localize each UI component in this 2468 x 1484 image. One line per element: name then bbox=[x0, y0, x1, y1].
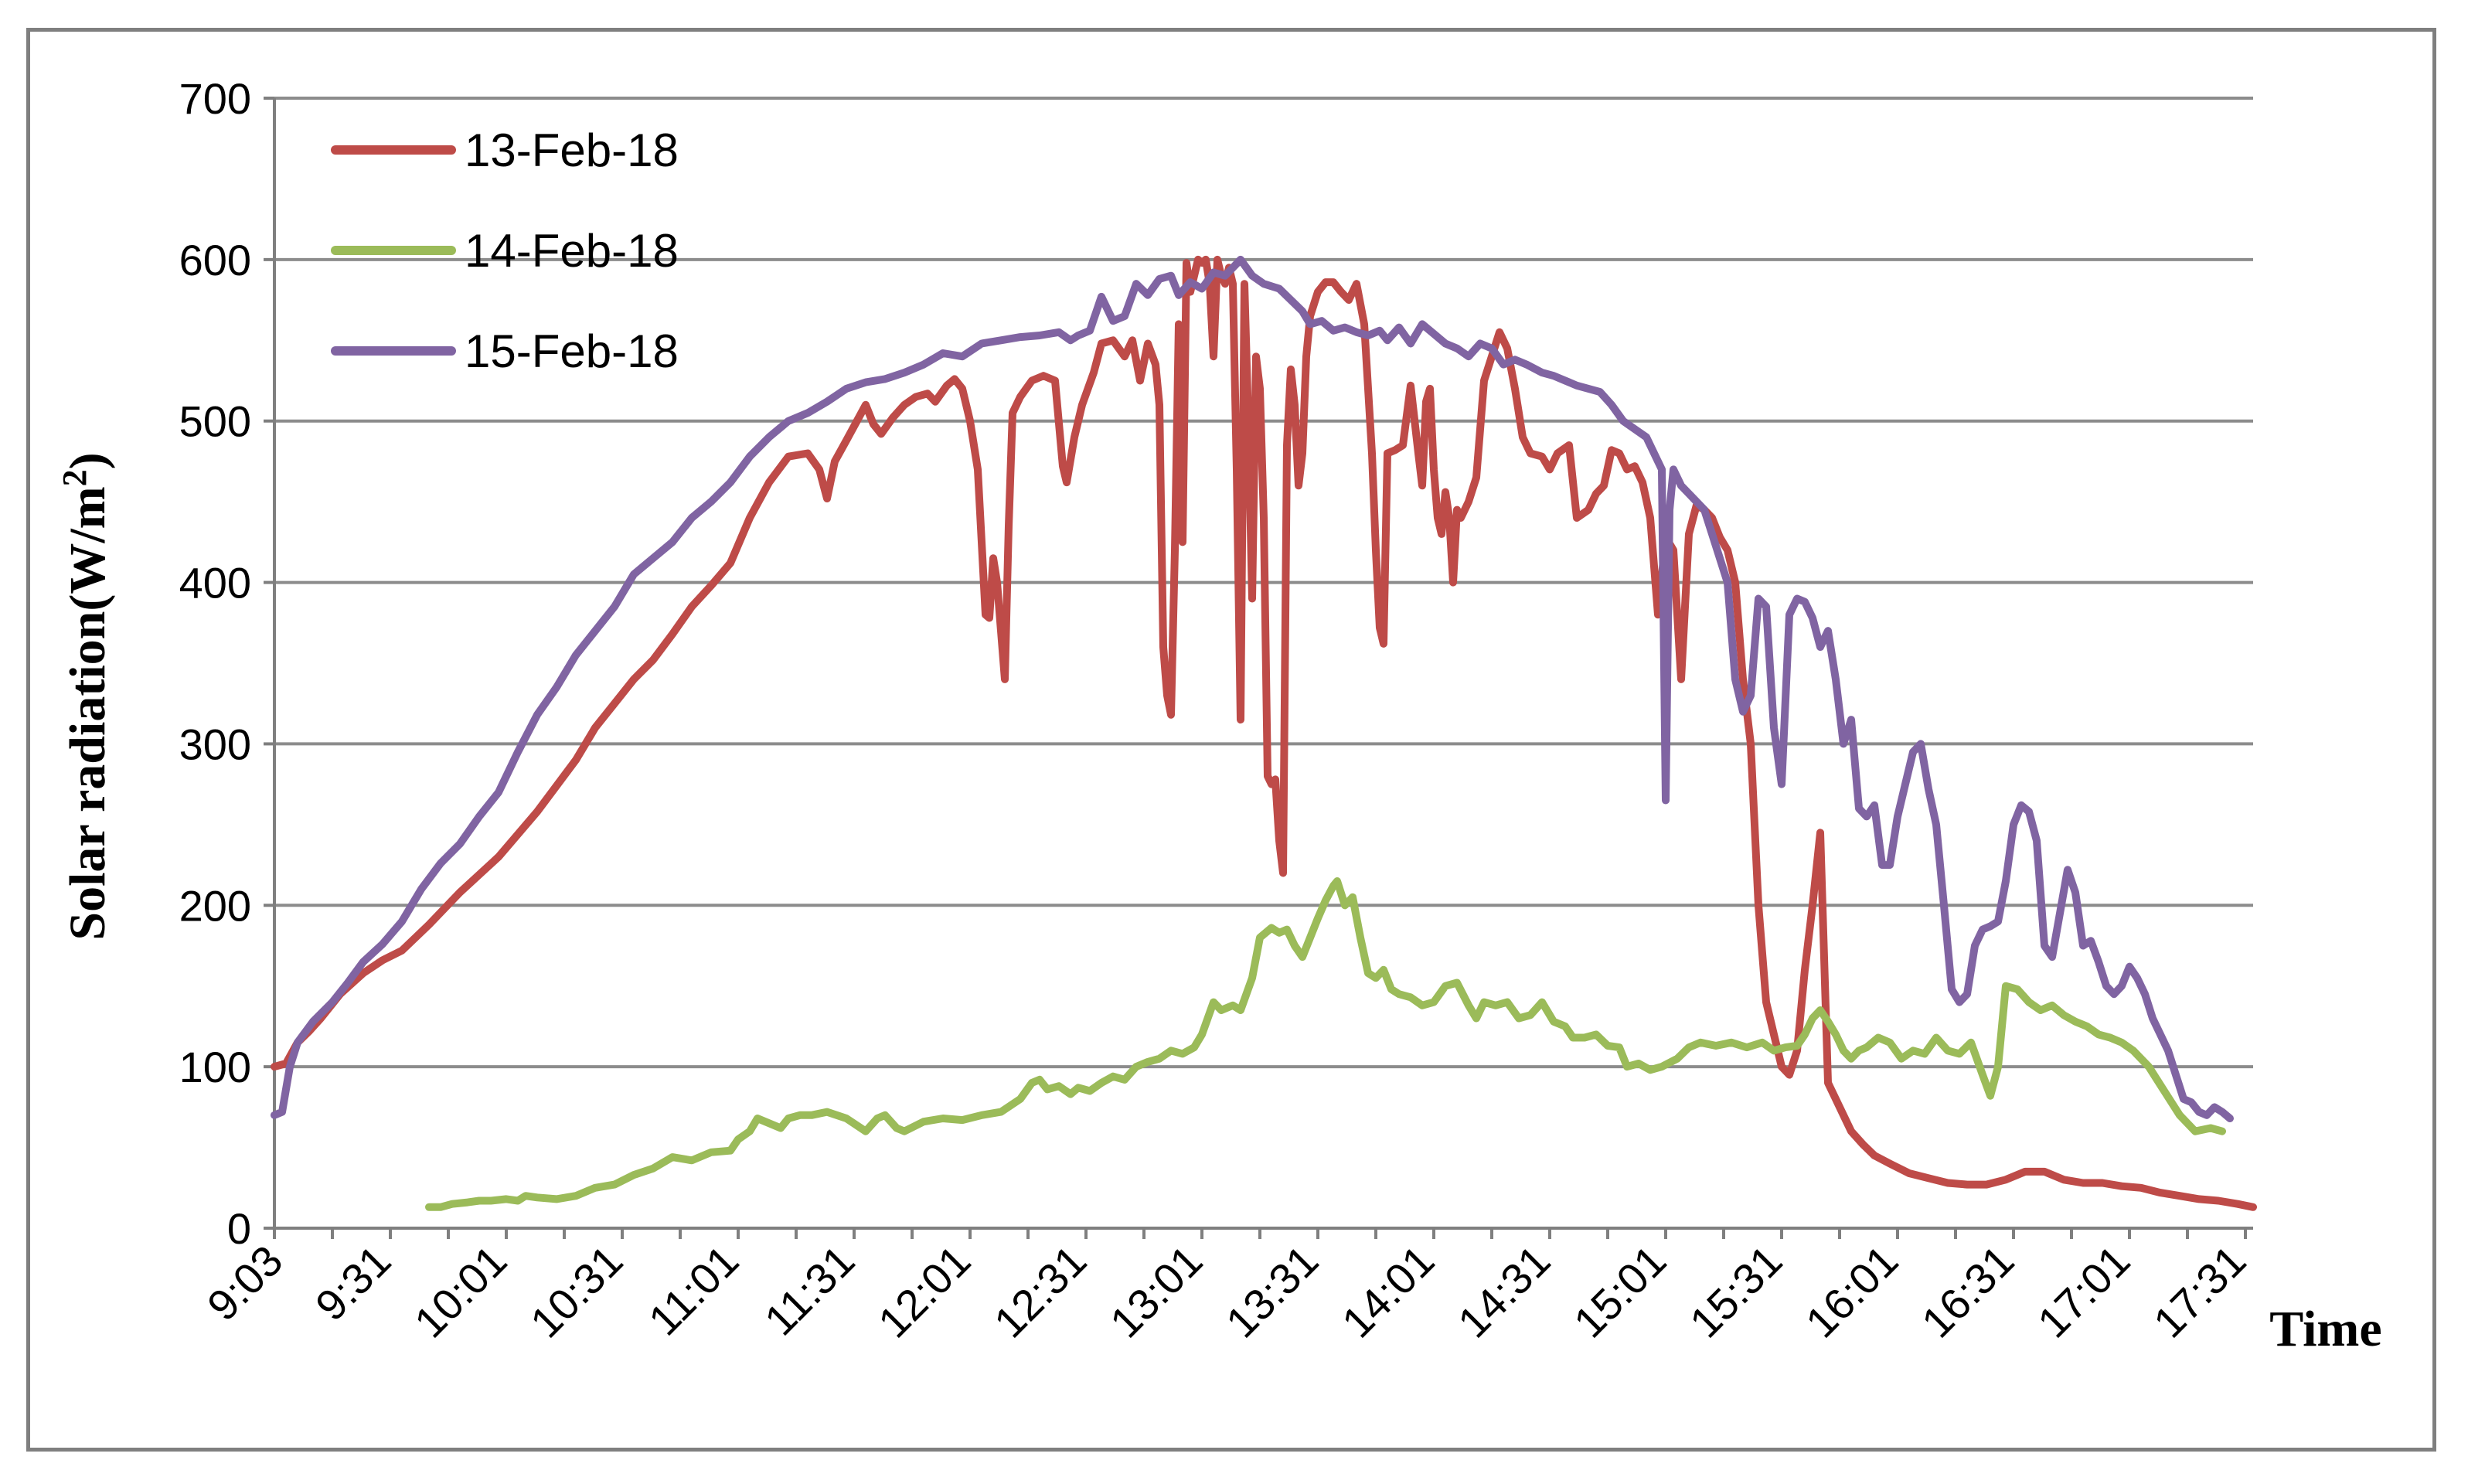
y-tick-label: 700 bbox=[179, 74, 251, 123]
x-tick-label: 11:31 bbox=[755, 1236, 864, 1345]
x-tick-label: 16:01 bbox=[1796, 1236, 1908, 1347]
x-tick-label: 13:31 bbox=[1217, 1236, 1328, 1347]
series-lines bbox=[271, 255, 2257, 1211]
x-tick-label: 10:01 bbox=[405, 1236, 516, 1347]
x-tick-label: 17:31 bbox=[2144, 1236, 2255, 1347]
series-line-2 bbox=[425, 877, 2226, 1211]
legend-label: 15-Feb-18 bbox=[465, 325, 679, 377]
x-tick-label: 11:01 bbox=[639, 1236, 748, 1345]
x-tick-label: 15:01 bbox=[1564, 1236, 1676, 1347]
y-tick-label: 0 bbox=[227, 1204, 251, 1253]
y-tick-label: 400 bbox=[179, 559, 251, 608]
y-tick-label: 500 bbox=[179, 397, 251, 446]
x-tick-label: 14:01 bbox=[1333, 1236, 1444, 1347]
legend-label: 13-Feb-18 bbox=[465, 124, 679, 176]
x-tick-label: 16:31 bbox=[1912, 1236, 2024, 1347]
x-tick-label: 14:31 bbox=[1448, 1236, 1560, 1347]
series-line-3 bbox=[271, 255, 2234, 1122]
y-tick-label: 100 bbox=[179, 1043, 251, 1091]
y-tick-label: 200 bbox=[179, 881, 251, 930]
y-tick-labels: 0 100 200 300 400 500 600 700 bbox=[179, 74, 251, 1253]
y-tick-label: 600 bbox=[179, 236, 251, 284]
legend: 13-Feb-18 14-Feb-18 15-Feb-18 bbox=[331, 124, 679, 377]
x-tick-label: 9:31 bbox=[306, 1236, 400, 1330]
series-line-1 bbox=[271, 255, 2257, 1211]
x-tick-label: 9:03 bbox=[198, 1236, 292, 1330]
legend-label: 14-Feb-18 bbox=[465, 225, 679, 277]
chart-frame: 0 100 200 300 400 500 600 700 9:03 9:31 10:01 10:3… bbox=[26, 28, 2436, 1452]
x-axis-title: Time bbox=[2269, 1301, 2381, 1357]
y-tick-label: 300 bbox=[179, 720, 251, 768]
x-tick-label: 10:31 bbox=[521, 1236, 632, 1347]
axes bbox=[264, 97, 2253, 1239]
line-chart: 0 100 200 300 400 500 600 700 9:03 9:31 10:01 10:3… bbox=[56, 74, 2382, 1357]
x-tick-label: 15:31 bbox=[1680, 1236, 1792, 1347]
x-tick-label: 13:01 bbox=[1101, 1236, 1212, 1347]
x-tick-label: 17:01 bbox=[2028, 1236, 2140, 1347]
y-axis-title: Solar radiation(W/m2) bbox=[56, 452, 116, 940]
x-tick-label: 12:31 bbox=[985, 1236, 1096, 1347]
x-tick-label: 12:01 bbox=[869, 1236, 980, 1347]
x-tick-labels: 9:03 9:31 10:01 10:31 11:01 11:31 12:01 12:31 13… bbox=[198, 1236, 2255, 1347]
